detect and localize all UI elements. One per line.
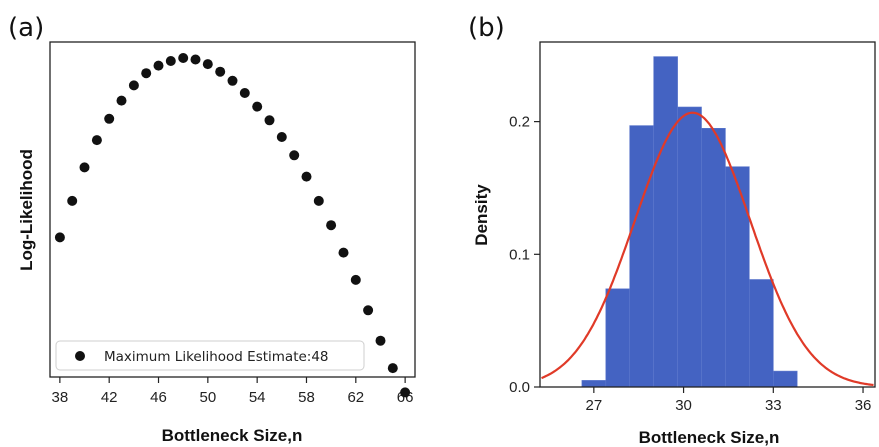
data-point — [54, 232, 65, 243]
data-point — [301, 171, 312, 182]
data-point — [178, 53, 189, 63]
panel-a-points — [54, 53, 411, 398]
x-tick-label: 33 — [765, 397, 782, 414]
x-tick-label: 38 — [52, 389, 69, 406]
legend-marker — [75, 351, 85, 361]
data-point — [190, 54, 201, 65]
y-tick-label: 0.1 — [509, 246, 530, 263]
data-point — [400, 387, 411, 398]
data-point — [227, 75, 238, 86]
panel-a-legend: Maximum Likelihood Estimate:48 — [55, 340, 365, 371]
data-point — [202, 59, 213, 70]
data-point — [289, 150, 300, 161]
panel-b-label: (b) — [468, 13, 505, 43]
histogram-bar — [605, 288, 630, 388]
data-point — [350, 274, 361, 285]
data-point — [375, 335, 386, 346]
legend-box — [55, 340, 365, 371]
panel-a-ylabel: Log-Likelihood — [17, 149, 36, 271]
data-point — [338, 247, 349, 258]
data-point — [128, 80, 139, 91]
data-point — [153, 60, 164, 71]
data-point — [165, 56, 176, 66]
data-point — [215, 66, 226, 77]
data-point — [387, 363, 398, 374]
panel-b-frame — [539, 41, 876, 388]
panel-a-xlabel: Bottleneck Size,n — [162, 426, 303, 445]
histogram-bar — [725, 166, 750, 388]
histogram-bar — [701, 128, 726, 388]
panel-b-normal-curve — [541, 111, 874, 387]
histogram-bar — [772, 370, 798, 388]
panel-a-x-ticks: 38 42 46 50 54 58 62 66 — [52, 377, 413, 406]
x-tick-label: 42 — [101, 389, 118, 406]
x-tick-label: 58 — [298, 389, 315, 406]
data-point — [239, 88, 250, 98]
x-tick-label: 62 — [347, 389, 364, 406]
data-point — [67, 195, 78, 206]
data-point — [252, 101, 263, 112]
y-tick-label: 0.2 — [509, 114, 530, 131]
y-tick-label: 0.0 — [509, 379, 530, 396]
histogram-bar — [749, 279, 774, 388]
data-point — [116, 95, 127, 106]
histogram-bar — [677, 106, 702, 388]
panel-b-bars — [581, 56, 798, 388]
x-tick-label: 27 — [585, 397, 602, 414]
x-tick-label: 50 — [199, 389, 216, 406]
x-tick-label: 46 — [150, 389, 167, 406]
data-point — [363, 305, 374, 316]
panel-b: (b) 27 30 33 36 0.0 0.1 0.2 Bottleneck Size,n… — [468, 13, 876, 447]
histogram-bar — [581, 380, 607, 388]
data-point — [276, 132, 287, 142]
panel-a: (a) 38 42 46 50 54 58 62 66 Bottleneck Size,n L… — [8, 13, 416, 445]
data-point — [313, 195, 324, 206]
x-tick-label: 36 — [855, 397, 872, 414]
panel-b-ylabel: Density — [472, 184, 491, 246]
x-tick-label: 30 — [675, 397, 692, 414]
histogram-bar — [653, 56, 678, 388]
data-point — [79, 162, 90, 173]
data-point — [326, 220, 337, 231]
legend-label: Maximum Likelihood Estimate:48 — [104, 349, 329, 365]
panel-a-label: (a) — [8, 13, 44, 43]
panel-b-y-ticks: 0.0 0.1 0.2 — [509, 114, 540, 396]
data-point — [141, 68, 152, 79]
data-point — [104, 113, 115, 124]
panel-b-x-ticks: 27 30 33 36 — [585, 387, 871, 414]
histogram-bar — [629, 125, 654, 388]
panel-a-frame — [49, 41, 416, 378]
x-tick-label: 54 — [249, 389, 266, 406]
data-point — [264, 115, 275, 126]
data-point — [91, 135, 102, 146]
panel-b-xlabel: Bottleneck Size,n — [639, 428, 780, 447]
